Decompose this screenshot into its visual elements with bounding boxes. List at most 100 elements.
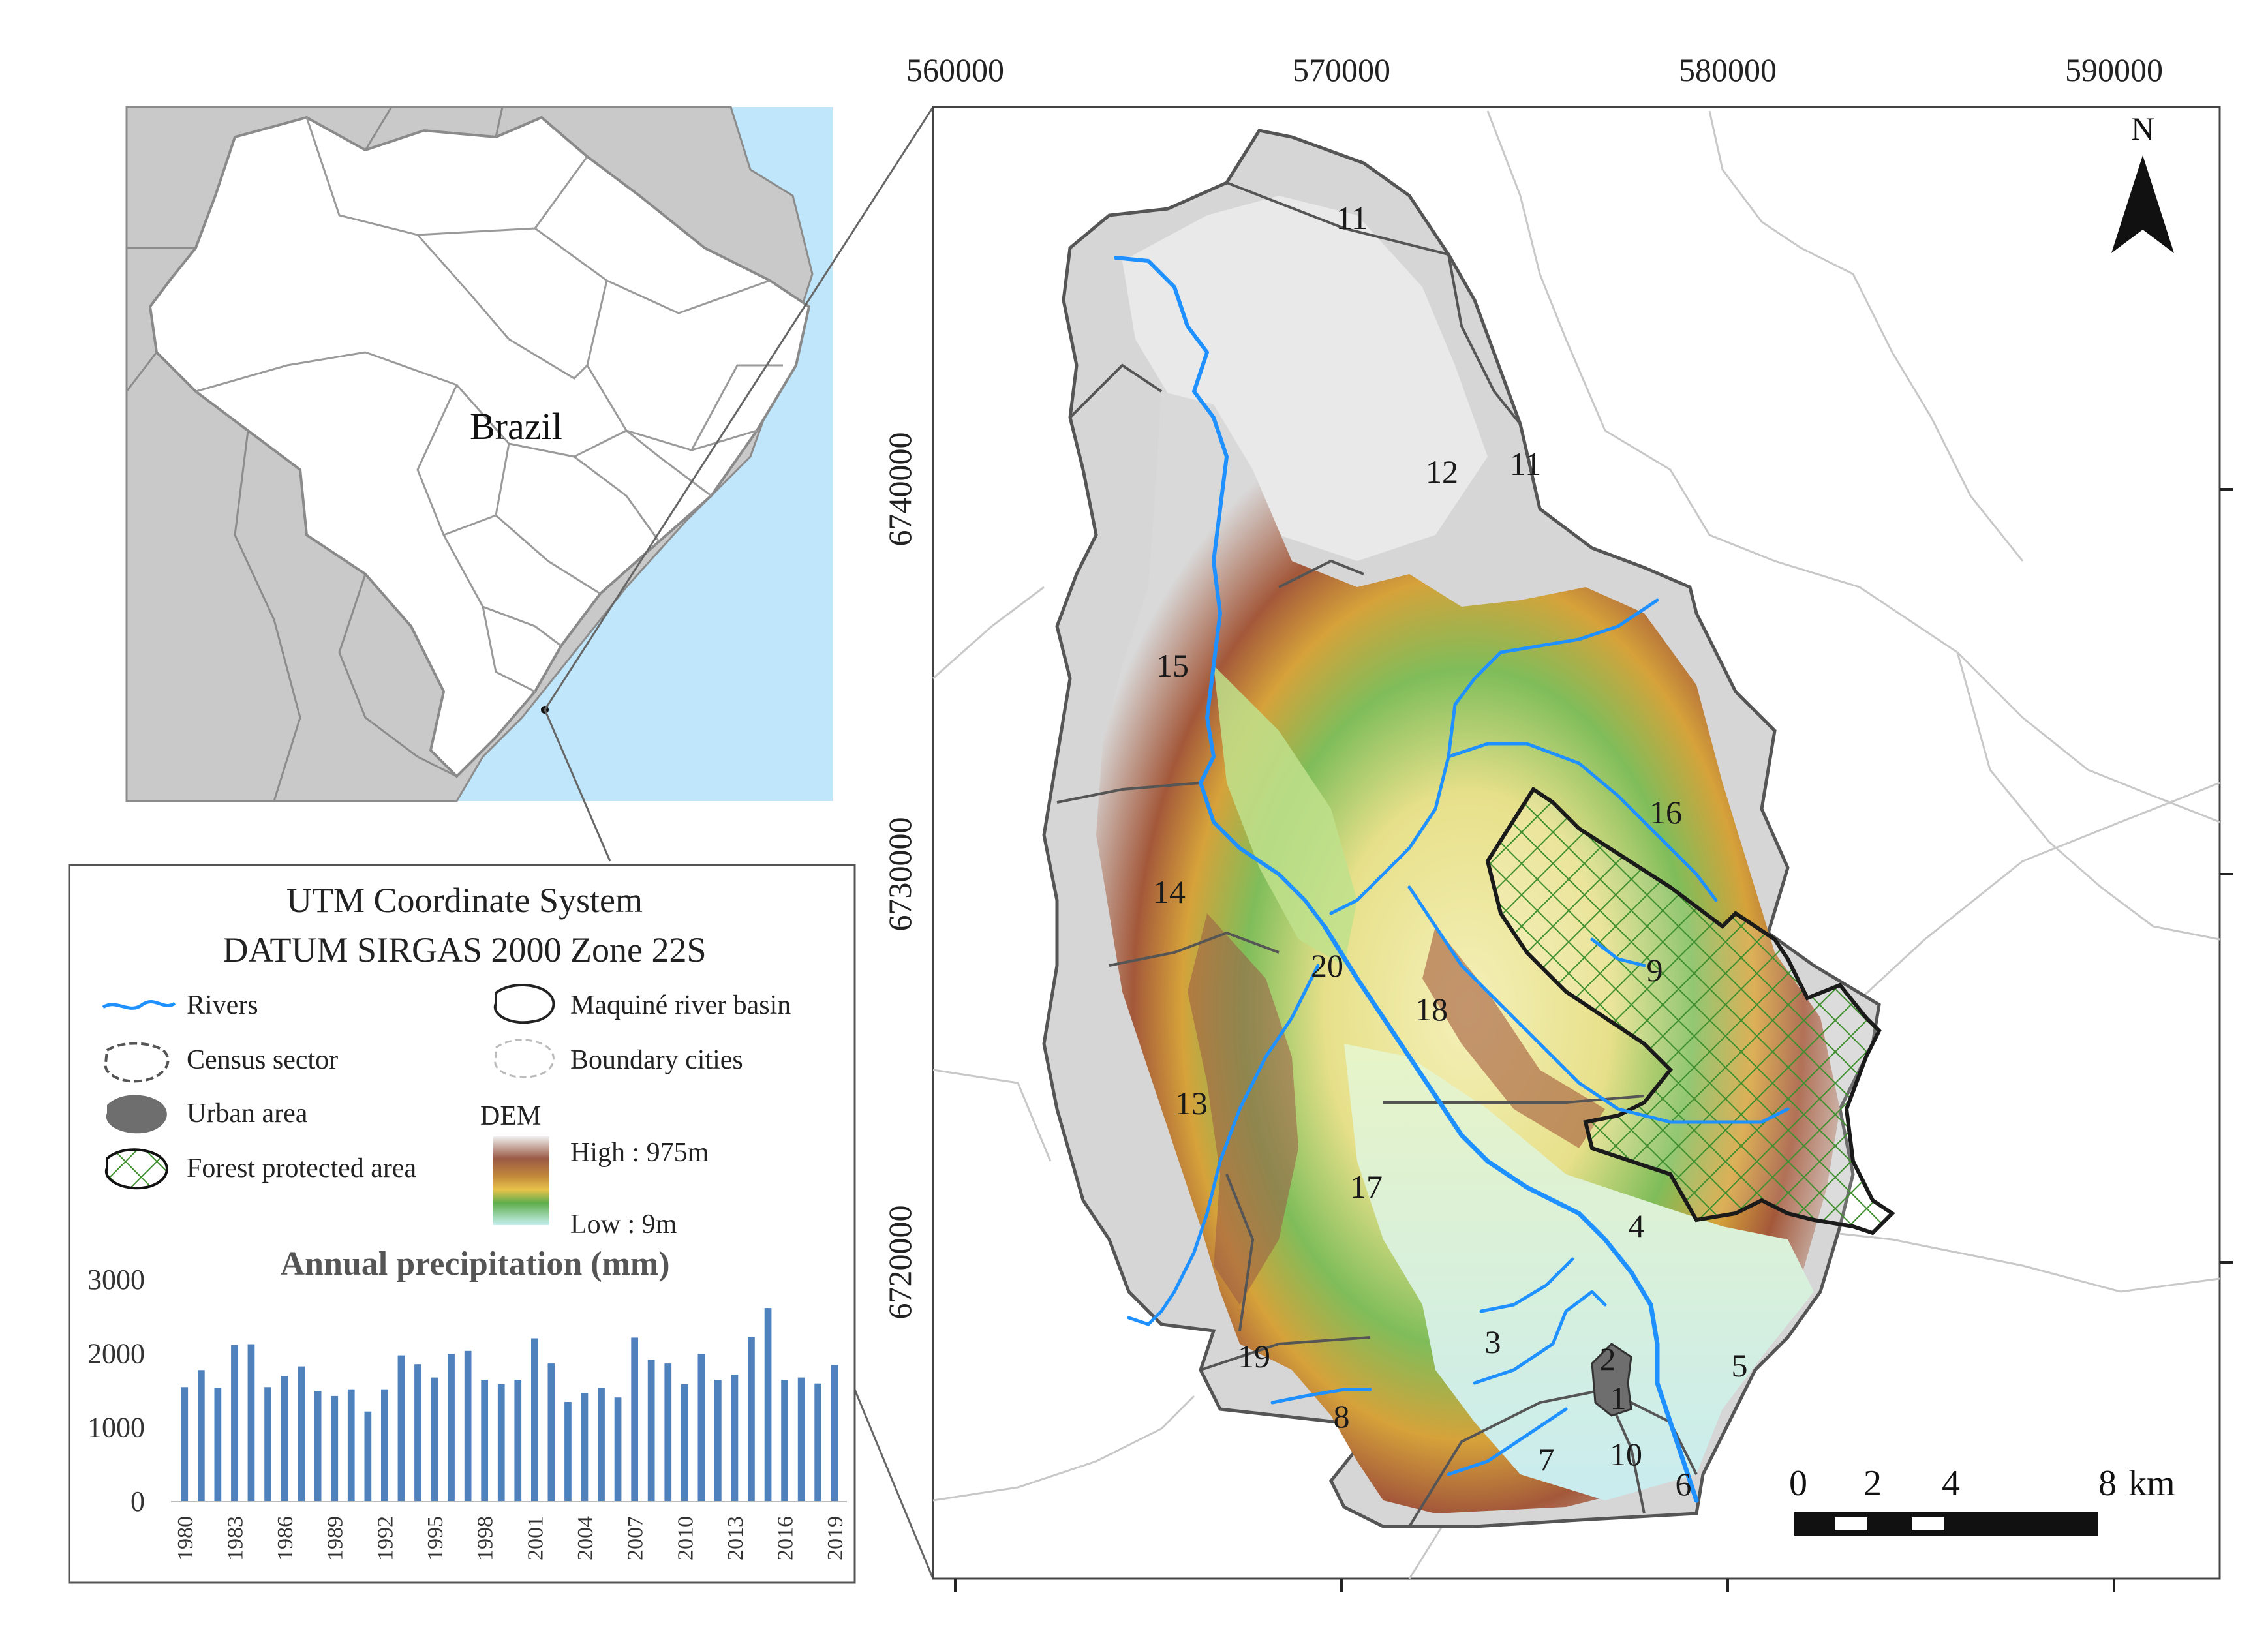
scale-unit: km <box>2128 1463 2175 1504</box>
north-arrow: N <box>2111 110 2174 253</box>
precipitation-bar <box>531 1338 538 1502</box>
chart-y-tick-label: 3000 <box>87 1264 145 1296</box>
chart-bars <box>181 1308 838 1502</box>
connector-lines <box>544 106 934 1579</box>
precipitation-bar <box>231 1345 238 1502</box>
scale-bar: 0 2 4 8 km <box>1789 1463 2175 1536</box>
chart-y-tick-label: 2000 <box>87 1337 145 1369</box>
sector-label: 4 <box>1629 1208 1645 1244</box>
inset-country-label: Brazil <box>470 405 562 448</box>
legend-label: Census sector <box>187 1045 338 1075</box>
sector-labels: 11 11 12 15 16 14 9 20 18 13 17 4 3 19 2… <box>1153 200 1748 1502</box>
dem-tributary-valley <box>1214 665 1357 966</box>
inset-map: Brazil <box>125 106 833 802</box>
chart-x-tick-label: 1992 <box>373 1516 397 1560</box>
map-axis-ticks <box>954 488 2233 1592</box>
dem-highland-light <box>1122 196 1488 561</box>
scale-label: 0 <box>1789 1463 1807 1504</box>
chart-x-tick-label: 1995 <box>423 1516 448 1560</box>
sector-label: 3 <box>1485 1324 1501 1360</box>
precipitation-bar <box>547 1363 555 1502</box>
sector-label: 5 <box>1732 1347 1748 1384</box>
forest-protected-area-legend-icon <box>104 1148 168 1190</box>
sector-label: 20 <box>1311 947 1343 984</box>
precipitation-bar <box>664 1363 672 1502</box>
y-tick-label: 6720000 <box>881 1206 918 1320</box>
chart-x-tick-label: 2004 <box>574 1516 598 1560</box>
precipitation-bar <box>281 1376 288 1502</box>
sector-label: 18 <box>1415 991 1448 1027</box>
chart-x-tick-label: 2013 <box>724 1516 748 1560</box>
dem-ridge-bands <box>1188 913 1298 1305</box>
precipitation-bar <box>298 1366 305 1502</box>
sector-label: 6 <box>1676 1466 1692 1502</box>
precipitation-bar <box>464 1350 472 1502</box>
legend-title-line1: UTM Coordinate System <box>286 881 643 920</box>
inset-neighbor-borders <box>125 106 504 802</box>
legend-panel: UTM Coordinate System DATUM SIRGAS 2000 … <box>68 864 856 1584</box>
precipitation-bar <box>681 1384 688 1502</box>
precipitation-bar <box>198 1370 205 1502</box>
sector-label: 10 <box>1610 1436 1642 1472</box>
chart-x-tick-label: 1998 <box>474 1516 498 1560</box>
chart-title: Annual precipitation (mm) <box>280 1245 669 1283</box>
precipitation-bar <box>697 1354 705 1502</box>
sector-label: 14 <box>1153 874 1186 910</box>
sector-label: 1 <box>1610 1380 1627 1416</box>
precipitation-bar <box>814 1383 821 1502</box>
dem-legend-title: DEM <box>480 1101 541 1131</box>
chart-x-tick-label: 2001 <box>523 1516 547 1560</box>
chart-y-tick-label: 1000 <box>87 1412 145 1444</box>
precipitation-bar <box>598 1388 605 1502</box>
legend-label: Maquiné river basin <box>570 990 791 1020</box>
precipitation-bar <box>564 1402 572 1502</box>
precipitation-bar <box>331 1395 339 1502</box>
precipitation-bar <box>614 1397 622 1502</box>
precipitation-bar <box>431 1377 438 1502</box>
dem-legend-high: High : 975m <box>570 1138 709 1168</box>
sector-label: 11 <box>1510 446 1541 482</box>
sector-label: 12 <box>1426 453 1458 490</box>
north-arrow-icon <box>2111 155 2174 253</box>
legend-label: Rivers <box>187 990 258 1020</box>
dem-legend-low: Low : 9m <box>570 1209 677 1239</box>
precipitation-bar <box>314 1391 322 1502</box>
precipitation-bar <box>514 1380 522 1502</box>
scale-label: 4 <box>1942 1463 1960 1504</box>
basin-legend-icon <box>493 984 555 1024</box>
dem-valley-floor <box>1344 1044 1814 1500</box>
legend-label: Urban area <box>187 1099 308 1129</box>
x-tick-label: 560000 <box>906 52 1004 88</box>
precipitation-bar <box>731 1375 739 1502</box>
precipitation-bar <box>414 1364 421 1502</box>
sector-label: 2 <box>1600 1341 1616 1377</box>
map-y-tick-labels: 6740000 6730000 6720000 <box>881 433 918 1320</box>
x-tick-label: 570000 <box>1293 52 1390 88</box>
census-sector-legend-icon <box>104 1042 170 1083</box>
chart-x-tick-label: 1989 <box>324 1516 348 1560</box>
sector-label: 17 <box>1350 1168 1383 1205</box>
precipitation-bar <box>748 1337 755 1502</box>
precipitation-bar <box>581 1393 589 1502</box>
precipitation-bar <box>364 1411 372 1502</box>
census-sector-boundaries <box>1056 181 1698 1528</box>
chart-x-tick-label: 2007 <box>624 1516 648 1560</box>
precipitation-bar <box>764 1308 772 1502</box>
scale-label: 2 <box>1863 1463 1882 1504</box>
chart-x-labels: 1980 1983 1986 1989 1992 1995 1998 2001 2004 2007… <box>174 1516 848 1560</box>
rivers-legend-icon <box>102 999 176 1010</box>
inset-state-boundaries <box>195 117 783 693</box>
x-tick-label: 580000 <box>1679 52 1777 88</box>
precipitation-bar <box>381 1389 388 1502</box>
precipitation-bar <box>714 1380 722 1502</box>
north-label: N <box>2131 110 2154 147</box>
precipitation-bar <box>481 1380 488 1502</box>
precipitation-bar <box>797 1377 805 1502</box>
precipitation-bar <box>214 1388 222 1502</box>
chart-x-tick-label: 1983 <box>223 1516 247 1560</box>
map-x-tick-labels: 560000 570000 580000 590000 <box>906 52 2163 88</box>
chart-x-tick-label: 2010 <box>673 1516 697 1560</box>
sector-label: 7 <box>1539 1441 1555 1478</box>
y-tick-label: 6730000 <box>881 817 918 932</box>
